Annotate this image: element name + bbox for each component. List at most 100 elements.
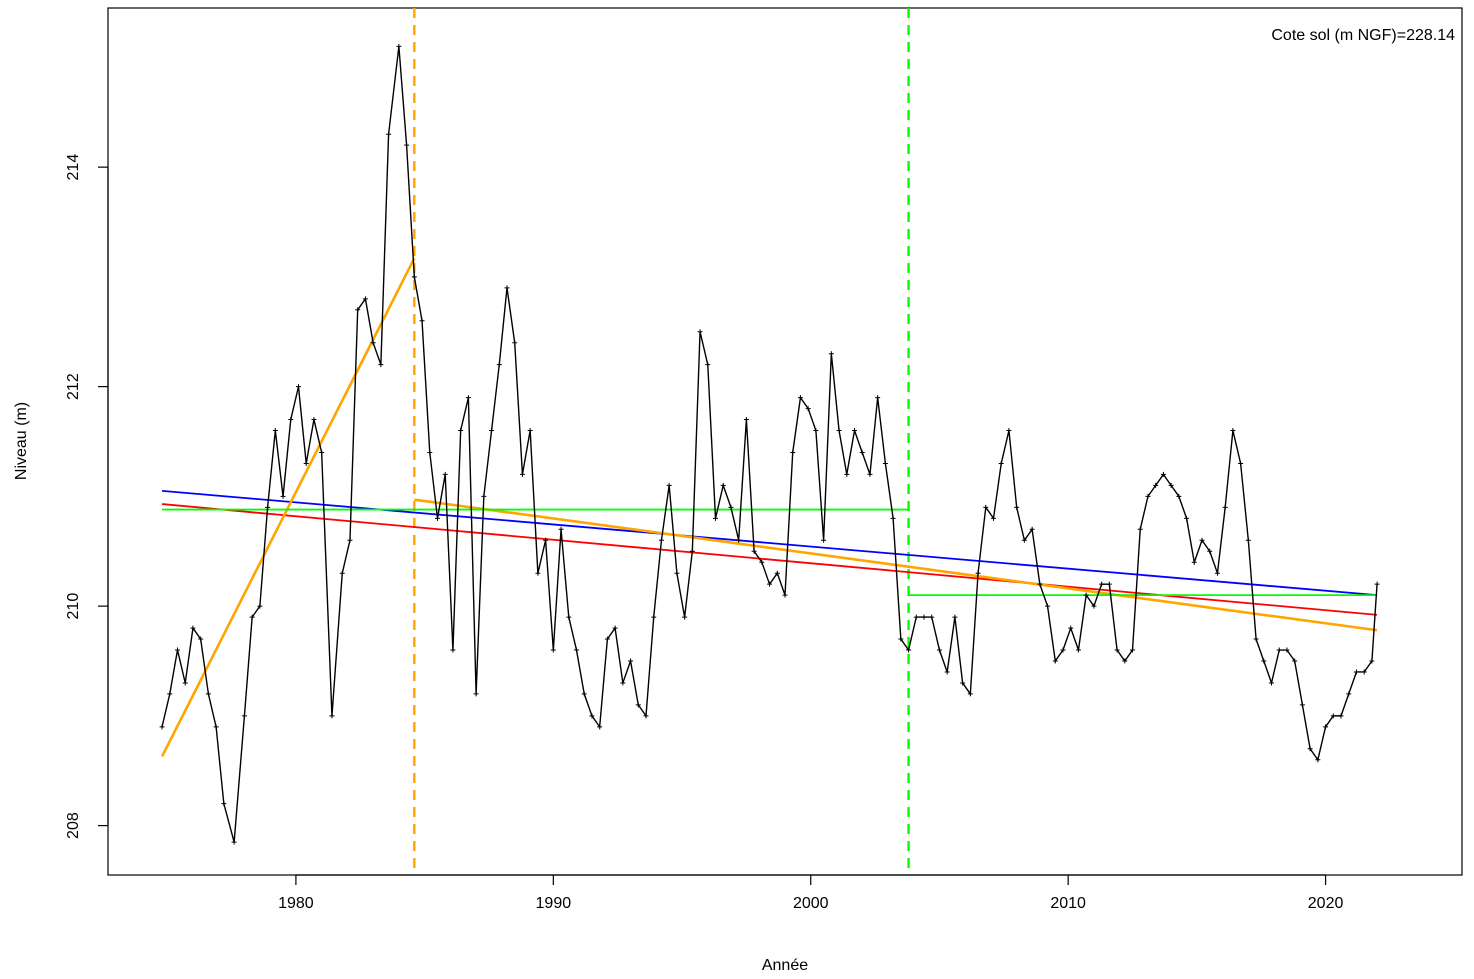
observation-point [720, 482, 726, 488]
observation-point [1299, 702, 1305, 708]
observation-point [666, 482, 672, 488]
y-axis: 208 210 212 214 [65, 154, 109, 839]
x-tick-label: 1980 [278, 895, 314, 912]
observation-point [805, 406, 811, 412]
observation-point [635, 702, 641, 708]
observation-point [535, 570, 541, 576]
observation-point [1021, 537, 1027, 543]
observation-point [370, 340, 376, 346]
trend-lines [160, 257, 1378, 758]
observation-point [844, 471, 850, 477]
observation-point [527, 428, 533, 434]
observation-point [1114, 647, 1120, 653]
observation-point [705, 362, 711, 368]
breakpoint-lines [413, 8, 910, 875]
observation-point [890, 515, 896, 521]
observation-point [1145, 493, 1151, 499]
observation-point [998, 460, 1004, 466]
observation-point [1037, 581, 1043, 587]
observation-point [597, 724, 603, 730]
observation-point [419, 318, 425, 324]
observation-point [1068, 625, 1074, 631]
observation-point [1130, 647, 1136, 653]
observation-point [604, 636, 610, 642]
observation-point [1006, 428, 1012, 434]
observation-point [1045, 603, 1051, 609]
observation-point [190, 625, 196, 631]
observation-point [774, 570, 780, 576]
observation-point [1330, 713, 1336, 719]
observation-point [898, 636, 904, 642]
observation-point [504, 285, 510, 291]
observation-point [396, 43, 402, 49]
observation-point [936, 647, 942, 653]
observation-series [159, 43, 1380, 845]
observation-point [991, 515, 997, 521]
observation-point [1269, 680, 1275, 686]
observation-point [1075, 647, 1081, 653]
observation-point [404, 142, 410, 148]
observation-point [159, 724, 165, 730]
observation-point [182, 680, 188, 686]
observation-point [797, 395, 803, 401]
observation-point [1353, 669, 1359, 675]
observation-point [378, 362, 384, 368]
observation-point [573, 647, 579, 653]
observation-point [612, 625, 618, 631]
observation-point [1346, 691, 1352, 697]
observation-point [434, 515, 440, 521]
plot-frame [107, 7, 1463, 876]
observation-point [450, 647, 456, 653]
observation-point [975, 570, 981, 576]
observation-point [813, 428, 819, 434]
observation-point [1253, 636, 1259, 642]
observation-line [161, 46, 1378, 843]
observation-point [295, 384, 301, 390]
observation-point [1199, 537, 1205, 543]
x-tick-label: 2010 [1050, 895, 1086, 912]
observation-point [566, 614, 572, 620]
observation-point [759, 559, 765, 565]
observation-point [643, 713, 649, 719]
observation-point [265, 504, 271, 510]
observation-point [767, 581, 773, 587]
observation-point [620, 680, 626, 686]
observation-point [1361, 669, 1367, 675]
observation-point [867, 471, 873, 477]
observation-point [231, 839, 237, 845]
observation-point [205, 691, 211, 697]
observation-point [1168, 482, 1174, 488]
observation-point [167, 691, 173, 697]
observation-point [651, 614, 657, 620]
observation-point [859, 449, 865, 455]
observation-point [213, 724, 219, 730]
observation-point [1230, 428, 1236, 434]
observation-point [1238, 460, 1244, 466]
observation-point [967, 691, 973, 697]
observation-point [362, 296, 368, 302]
x-tick-label: 1990 [536, 895, 572, 912]
x-axis: 1980 1990 2000 2010 2020 [278, 874, 1343, 912]
observation-point [682, 614, 688, 620]
observation-point [983, 504, 989, 510]
observation-point [1307, 746, 1313, 752]
observation-point [821, 537, 827, 543]
observation-point [1052, 658, 1058, 664]
observation-point [311, 417, 317, 423]
observation-point [558, 526, 564, 532]
ground-level-annotation: Cote sol (m NGF)=228.14 [1271, 27, 1455, 44]
observation-point [689, 548, 695, 554]
observation-point [221, 801, 227, 807]
y-tick-label: 210 [65, 593, 82, 620]
observation-point [1191, 559, 1197, 565]
x-tick-label: 2000 [793, 895, 829, 912]
observation-point [458, 428, 464, 434]
observation-point [697, 329, 703, 335]
observation-point [550, 647, 556, 653]
observation-point [929, 614, 935, 620]
observation-point [1091, 603, 1097, 609]
observation-point [1369, 658, 1375, 664]
observation-point [1176, 493, 1182, 499]
observation-point [1292, 658, 1298, 664]
